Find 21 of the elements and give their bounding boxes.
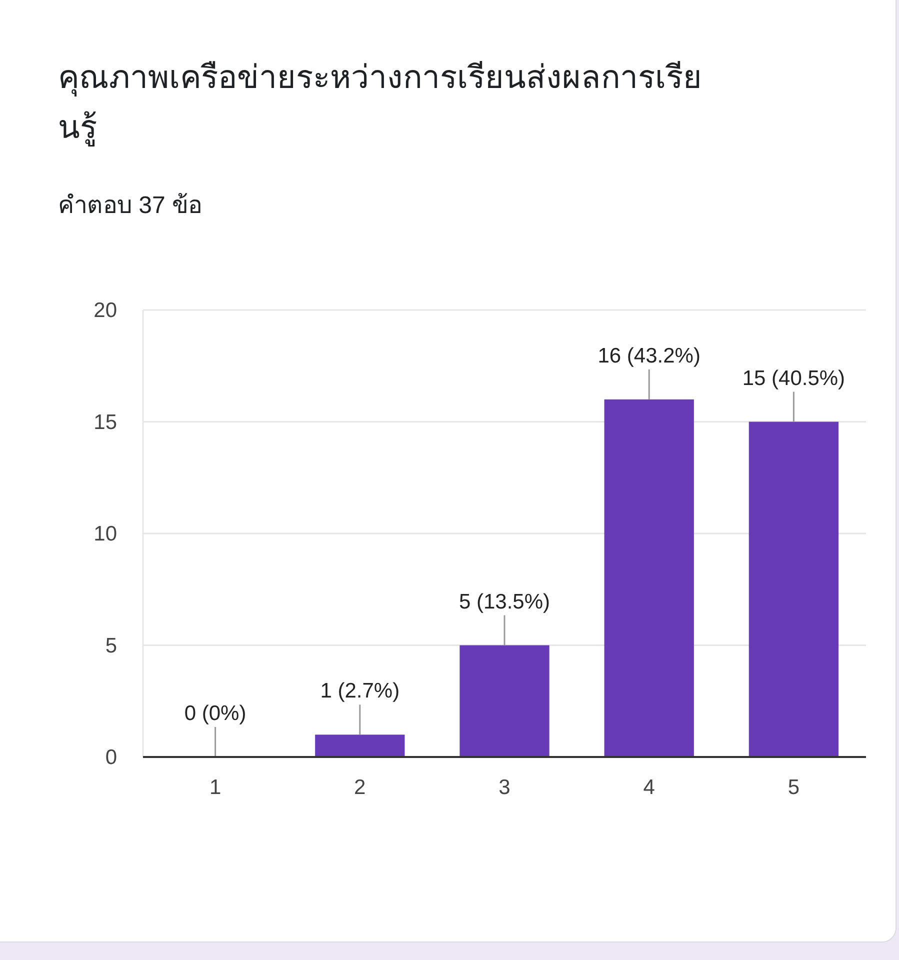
data-label: 0 (0%) xyxy=(184,702,246,725)
x-tick-label: 5 xyxy=(788,776,800,799)
x-tick-label: 2 xyxy=(354,776,366,799)
data-label: 16 (43.2%) xyxy=(598,344,700,368)
data-label: 1 (2.7%) xyxy=(320,680,400,703)
y-tick-label: 20 xyxy=(94,299,117,322)
y-tick-label: 5 xyxy=(105,634,117,658)
chart-subtitle: คำตอบ 37 ข้อ xyxy=(58,192,202,219)
x-tick-label: 4 xyxy=(643,776,656,799)
bar xyxy=(315,734,405,757)
y-tick-label: 0 xyxy=(105,746,117,769)
bar xyxy=(460,645,550,757)
title: คุณภาพเครือข่ายระหว่างการเรียนส่งผลการเรียนรู้ xyxy=(58,59,702,145)
bar xyxy=(748,422,839,757)
data-label: 15 (40.5%) xyxy=(742,366,846,390)
y-tick-label: 10 xyxy=(94,522,117,546)
bar xyxy=(604,399,694,757)
x-tick-label: 1 xyxy=(209,776,222,799)
data-label: 5 (13.5%) xyxy=(458,590,550,614)
x-tick-label: 3 xyxy=(498,776,510,799)
y-tick-label: 15 xyxy=(94,410,117,434)
